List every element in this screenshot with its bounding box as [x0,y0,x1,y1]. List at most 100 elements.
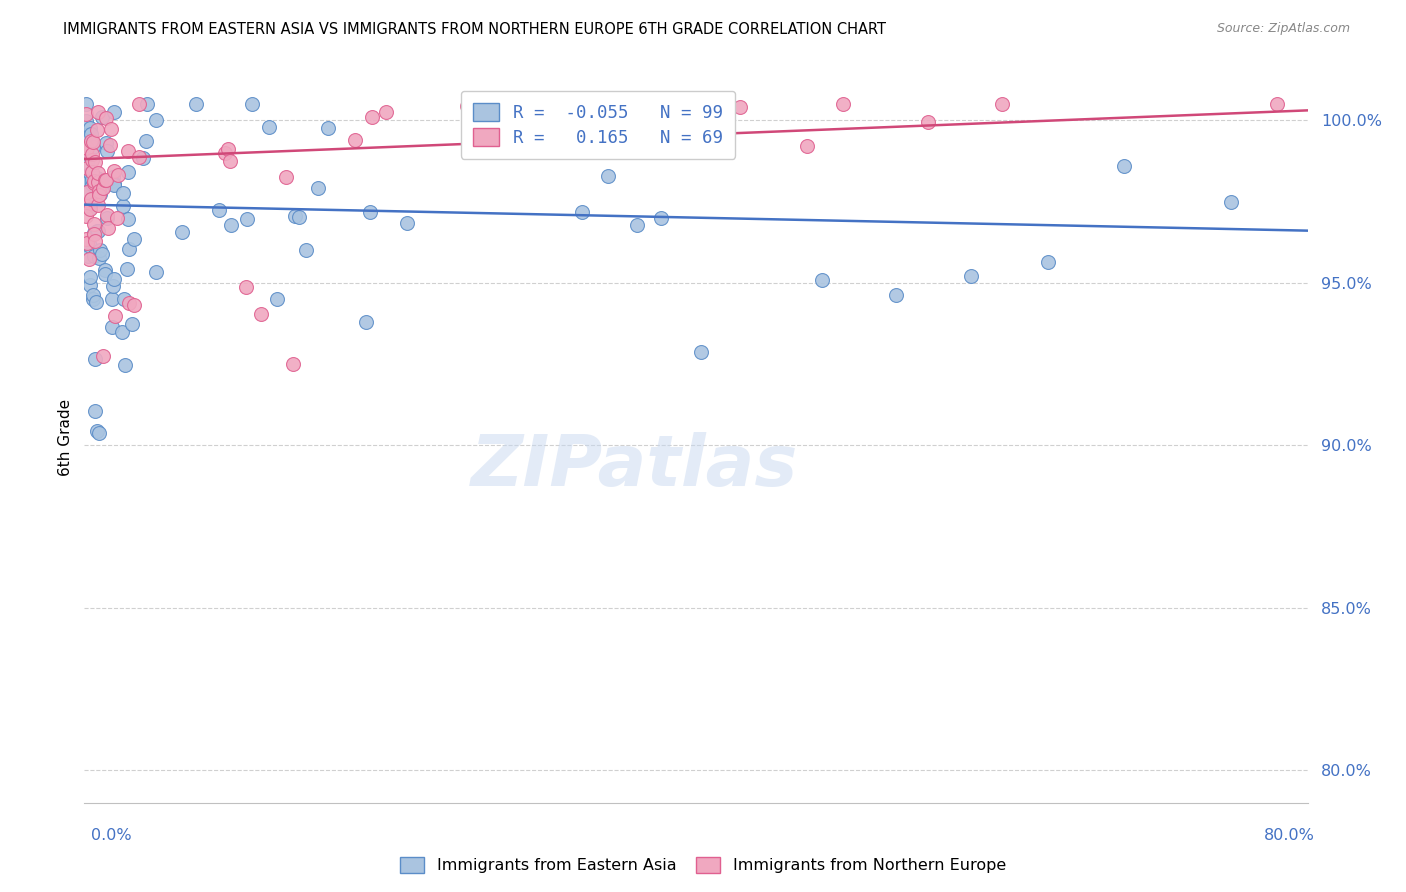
Point [79,270,101,285]
Point [118,242,141,256]
Point [75,128,97,142]
Point [103,177,125,191]
Point [96,111,118,125]
Point [1036,255,1059,269]
Point [77,249,100,263]
Point [172,225,194,239]
Point [80,177,103,191]
Point [690,344,713,359]
Point [650,211,672,225]
Point [87,166,110,180]
Point [84,294,107,309]
Point [89,188,111,202]
Point [316,120,339,135]
Point [105,211,128,226]
Point [93,178,115,193]
Point [86,123,108,137]
Point [87,198,110,212]
Point [208,203,231,218]
Point [84,154,107,169]
Point [121,317,143,331]
Point [75,145,97,160]
Point [94,267,117,281]
Point [79,238,101,252]
Point [242,96,264,111]
Point [89,252,111,266]
Point [103,163,125,178]
Point [82,135,104,149]
Point [236,211,259,226]
Point [1114,160,1136,174]
Point [283,357,305,371]
Point [86,424,108,438]
Point [79,166,101,180]
Point [101,174,124,188]
Point [375,104,398,119]
Point [960,268,983,283]
Point [122,231,145,245]
Point [86,224,108,238]
Point [307,180,329,194]
Point [122,298,145,312]
Point [84,403,107,417]
Point [90,182,112,196]
Point [100,293,122,307]
Point [266,292,288,306]
Point [1220,195,1243,210]
Point [83,234,105,248]
Point [235,280,257,294]
Point [96,174,118,188]
Point [79,202,101,216]
Point [91,349,114,363]
Point [217,142,239,156]
Point [76,161,98,175]
Point [83,175,105,189]
Point [80,192,103,206]
Point [219,153,242,168]
Point [83,227,105,242]
Point [82,139,104,153]
Point [75,113,97,128]
Point [89,243,111,257]
Point [75,173,97,187]
Text: Source: ZipAtlas.com: Source: ZipAtlas.com [1216,22,1350,36]
Point [111,186,134,200]
Point [128,150,150,164]
Point [1265,96,1288,111]
Point [77,252,100,266]
Point [91,247,114,261]
Point [136,96,159,111]
Point [917,115,939,129]
Point [83,173,105,187]
Point [94,172,117,186]
Text: 0.0%: 0.0% [91,828,132,843]
Point [101,169,124,184]
Point [395,216,418,230]
Point [77,197,100,211]
Point [112,292,135,306]
Point [145,265,167,279]
Point [94,262,117,277]
Point [75,144,97,158]
Point [219,218,242,232]
Point [87,224,110,238]
Point [80,153,103,168]
Point [114,358,136,372]
Point [83,226,105,240]
Point [96,208,118,222]
Point [79,277,101,292]
Point [104,309,127,323]
Point [728,100,751,114]
Point [80,165,103,179]
Point [250,307,273,321]
Point [101,320,124,334]
Point [361,110,384,124]
Point [571,205,593,219]
Point [91,181,114,195]
Point [135,134,157,148]
Point [117,211,139,226]
Point [100,122,122,136]
Point [75,210,97,224]
Point [131,151,153,165]
Point [287,211,309,225]
